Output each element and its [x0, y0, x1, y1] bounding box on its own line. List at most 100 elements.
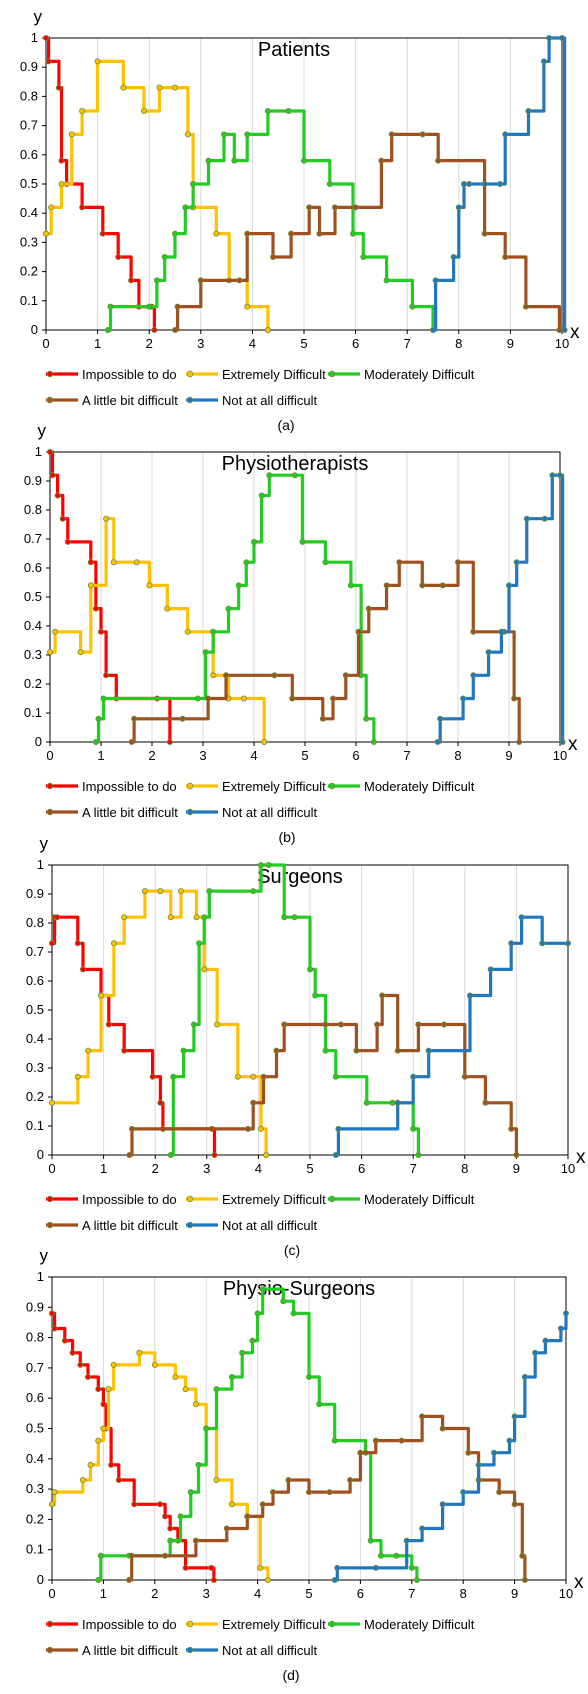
- x-tick-label: 10: [555, 336, 569, 351]
- data-point-moderately: [170, 1073, 177, 1080]
- x-tick-label: 4: [250, 748, 257, 763]
- legend-marker-extremely: [186, 1195, 194, 1203]
- x-axis-label: x: [576, 1147, 586, 1168]
- data-point-moderately: [299, 538, 306, 545]
- x-tick-label: 8: [460, 1586, 467, 1601]
- data-point-moderately: [249, 1337, 256, 1344]
- legend-label-impossible: Impossible to do: [82, 1192, 177, 1207]
- data-point-extremely: [177, 888, 184, 895]
- data-point-moderately: [190, 180, 197, 187]
- data-point-impossible: [45, 58, 52, 65]
- data-point-extremely: [261, 739, 268, 746]
- data-point-moderately: [360, 253, 367, 260]
- data-point-little: [379, 992, 386, 999]
- data-point-little: [128, 1125, 135, 1132]
- data-point-little: [128, 1552, 135, 1559]
- data-point-little: [378, 157, 385, 164]
- series-line-extremely: [50, 517, 266, 742]
- data-point-little: [271, 672, 278, 679]
- data-point-moderately: [377, 1552, 384, 1559]
- y-tick-label: 0.2: [26, 1511, 44, 1526]
- data-point-extremely: [49, 1501, 56, 1508]
- legend-marker-not_at_all: [186, 808, 194, 816]
- y-tick-label: 0.4: [26, 1451, 44, 1466]
- legend-marker-little: [46, 808, 54, 816]
- data-point-little: [289, 695, 296, 702]
- legend-marker-little: [46, 396, 54, 404]
- data-point-extremely: [48, 204, 55, 211]
- data-point-moderately: [350, 230, 357, 237]
- legend-marker-not_at_all: [186, 396, 194, 404]
- legend-marker-extremely: [186, 1620, 194, 1628]
- data-point-not_at_all: [394, 1099, 401, 1106]
- legend-marker-extremely: [186, 370, 194, 378]
- data-point-extremely: [110, 559, 117, 566]
- data-point-little: [128, 739, 135, 746]
- data-point-moderately: [300, 157, 307, 164]
- data-point-little: [365, 605, 372, 612]
- data-point-little: [482, 1099, 489, 1106]
- data-point-extremely: [171, 84, 178, 91]
- data-point-impossible: [131, 1501, 138, 1508]
- data-point-little: [556, 326, 563, 333]
- y-tick-label: 1: [35, 444, 42, 459]
- x-tick-label: 6: [352, 748, 359, 763]
- legend-marker-impossible: [46, 782, 54, 790]
- data-point-impossible: [43, 35, 50, 42]
- series-line-extremely: [52, 889, 268, 1155]
- data-point-little: [516, 739, 523, 746]
- data-point-not_at_all: [539, 940, 546, 947]
- legend-label-impossible: Impossible to do: [82, 779, 177, 794]
- y-tick-label: 0.2: [26, 1089, 44, 1104]
- legend-label-extremely: Extremely Difficult: [222, 367, 326, 382]
- data-point-not_at_all: [410, 1073, 417, 1080]
- data-point-not_at_all: [331, 1577, 338, 1584]
- legend-marker-moderately: [328, 1195, 336, 1203]
- data-point-moderately: [250, 538, 257, 545]
- y-tick-label: 0.4: [20, 205, 38, 220]
- data-point-little: [394, 1047, 401, 1054]
- data-point-not_at_all: [540, 58, 547, 65]
- x-tick-label: 1: [94, 336, 101, 351]
- data-point-extremely: [49, 1099, 56, 1106]
- data-point-moderately: [196, 940, 203, 947]
- data-point-little: [273, 1047, 280, 1054]
- data-point-little: [260, 1073, 267, 1080]
- x-tick-label: 0: [46, 748, 53, 763]
- y-tick-label: 0.5: [24, 589, 42, 604]
- data-point-extremely: [51, 1489, 58, 1496]
- x-tick-label: 8: [454, 748, 461, 763]
- data-point-little: [259, 1501, 266, 1508]
- data-point-little: [322, 1021, 329, 1028]
- data-point-not_at_all: [437, 715, 444, 722]
- data-point-moderately: [413, 1577, 420, 1584]
- data-point-moderately: [312, 992, 319, 999]
- data-point-impossible: [84, 1373, 91, 1380]
- data-point-not_at_all: [475, 1461, 482, 1468]
- x-tick-label: 1: [100, 1161, 107, 1176]
- data-point-impossible: [87, 559, 94, 566]
- data-point-moderately: [281, 914, 288, 921]
- data-point-little: [162, 1552, 169, 1559]
- legend-label-impossible: Impossible to do: [82, 367, 177, 382]
- y-tick-label: 1: [37, 857, 44, 872]
- series-line-impossible: [46, 36, 156, 330]
- y-tick-label: 0.1: [26, 1542, 44, 1557]
- legend-label-extremely: Extremely Difficult: [222, 1617, 326, 1632]
- data-point-extremely: [110, 940, 117, 947]
- data-point-impossible: [100, 1401, 107, 1408]
- data-point-extremely: [214, 1021, 221, 1028]
- y-tick-label: 0.6: [26, 1390, 44, 1405]
- data-point-extremely: [58, 180, 65, 187]
- data-point-extremely: [257, 1564, 264, 1571]
- data-point-impossible: [79, 204, 86, 211]
- y-tick-label: 0.7: [20, 118, 38, 133]
- data-point-moderately: [202, 649, 209, 656]
- data-point-little: [441, 1021, 448, 1028]
- data-point-impossible: [92, 605, 99, 612]
- data-point-extremely: [100, 1425, 107, 1432]
- data-point-not_at_all: [450, 253, 457, 260]
- y-tick-label: 1: [37, 1269, 44, 1284]
- data-point-extremely: [85, 1047, 92, 1054]
- x-tick-label: 6: [352, 336, 359, 351]
